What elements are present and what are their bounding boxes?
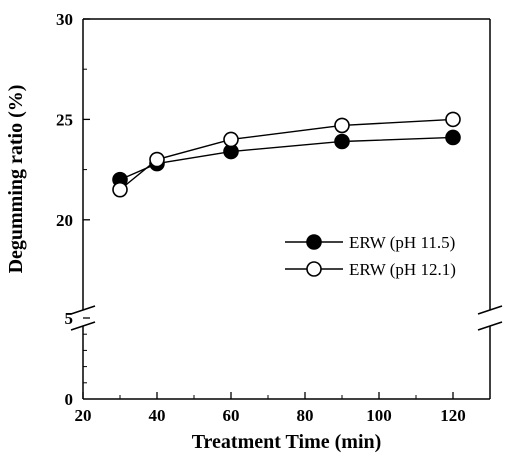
y-tick-label: 0 bbox=[65, 390, 74, 409]
data-point bbox=[112, 181, 128, 198]
x-tick-label: 40 bbox=[149, 406, 166, 425]
axes: 20 40 60 80 100 120 0 5 20 25 30 bbox=[56, 10, 503, 425]
data-point bbox=[334, 117, 350, 134]
x-axis-title: Treatment Time (min) bbox=[192, 431, 382, 453]
y-axis-title: Degumming ratio (%) bbox=[5, 85, 27, 274]
legend-item-2: ERW (pH 12.1) bbox=[285, 260, 456, 279]
legend-marker bbox=[306, 261, 322, 277]
legend-label: ERW (pH 12.1) bbox=[349, 260, 456, 279]
series-2 bbox=[112, 111, 461, 198]
axis-break-left-top bbox=[70, 305, 96, 315]
y-tick-label: 5 bbox=[65, 309, 74, 328]
axis-break-right-top bbox=[477, 305, 503, 315]
y-tick-label: 30 bbox=[56, 10, 73, 29]
data-point bbox=[445, 111, 461, 128]
axis-break-right-bottom bbox=[477, 321, 503, 331]
x-tick-label: 20 bbox=[75, 406, 92, 425]
series-line bbox=[119, 118, 454, 191]
legend-label: ERW (pH 11.5) bbox=[349, 233, 455, 252]
legend-marker bbox=[306, 234, 322, 250]
legend: ERW (pH 11.5) ERW (pH 12.1) bbox=[285, 233, 456, 279]
series-1 bbox=[112, 129, 461, 188]
series-line bbox=[119, 136, 454, 181]
data-point bbox=[149, 151, 165, 168]
x-tick-label: 80 bbox=[297, 406, 314, 425]
axis-labels: Treatment Time (min) Degumming ratio (%) bbox=[5, 85, 381, 453]
y-tick-label: 20 bbox=[56, 211, 73, 230]
axis-break-left-bottom bbox=[70, 321, 96, 331]
data-point bbox=[445, 129, 461, 146]
data-point bbox=[334, 133, 350, 150]
x-tick-label: 120 bbox=[440, 406, 466, 425]
series-layer bbox=[112, 111, 461, 198]
x-tick-label: 60 bbox=[223, 406, 240, 425]
legend-item-1: ERW (pH 11.5) bbox=[285, 233, 455, 252]
y-tick-label: 25 bbox=[56, 110, 73, 129]
data-point bbox=[223, 131, 239, 148]
x-tick-label: 100 bbox=[366, 406, 392, 425]
